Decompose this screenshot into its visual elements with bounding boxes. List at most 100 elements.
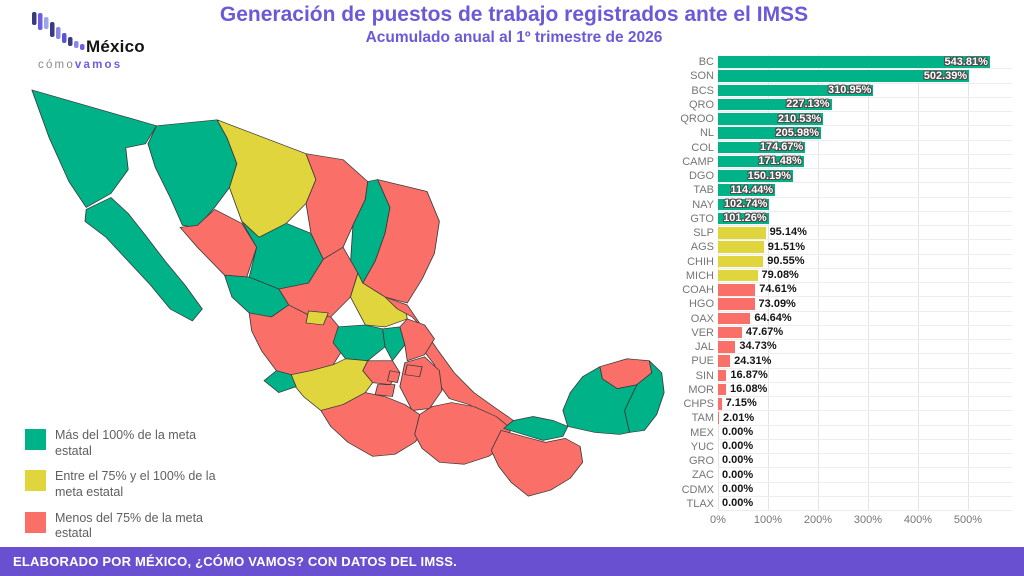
bar-value-label: 64.64% <box>754 311 792 324</box>
bar-value-label: 74.61% <box>759 283 797 296</box>
bar-row: 543.81% <box>718 55 1012 70</box>
map-state-qroo <box>624 360 665 433</box>
bar-value-label: 24.31% <box>734 354 772 367</box>
x-axis-tick: 500% <box>953 514 983 526</box>
legend-swatch-green <box>25 429 46 450</box>
bar-state-label: AGS <box>690 241 714 254</box>
bar-value-label: 205.98% <box>775 126 819 139</box>
bar-camp: 171.48% <box>718 155 804 167</box>
mexico-como-vamos-logo: México cómovamos <box>30 10 180 71</box>
bar-row: 0.00% <box>718 483 1012 497</box>
bar-state-label: DGO <box>688 170 714 182</box>
bar-row: 16.87% <box>718 369 1012 383</box>
bar-row: 90.55% <box>718 255 1012 269</box>
bar-row: 502.39% <box>718 69 1012 84</box>
legend-item-below: Menos del 75% de la meta estatal <box>25 511 245 542</box>
bar-state-label: COL <box>691 141 714 154</box>
bar-value-label: 16.87% <box>730 368 768 381</box>
bar-plot-area: 543.81% 502.39% 310.95% 227.13% 210.53% 205.9… <box>718 55 1012 511</box>
bar-value-label: 502.39% <box>923 69 968 82</box>
bar-value-label: 95.14% <box>769 226 807 239</box>
footer-bar: ELABORADO POR MÉXICO, ¿CÓMO VAMOS? CON D… <box>0 547 1024 576</box>
bar-state-label: TAB <box>693 184 714 197</box>
bar-value-label: 34.73% <box>739 340 777 353</box>
bar-dgo: 150.19% <box>718 169 794 182</box>
bar-row: 91.51% <box>718 240 1012 255</box>
map-state-gto <box>332 324 386 362</box>
bar-state-label: PUE <box>691 355 714 368</box>
bar-state-label: GRO <box>688 455 714 467</box>
bar-sin <box>718 369 727 381</box>
bar-value-label: 7.15% <box>725 397 757 410</box>
bar-value-label: 73.09% <box>758 297 796 310</box>
bar-value-label: 150.19% <box>747 169 792 182</box>
legend-label: Más del 100% de la meta estatal <box>55 428 197 458</box>
bar-coah <box>718 284 756 296</box>
bar-ver <box>718 326 742 339</box>
map-state-bc <box>31 89 158 208</box>
bar-value-label: 0.00% <box>722 482 754 495</box>
bar-chps <box>718 398 722 410</box>
state-bar-chart: BC SON BCS QRO QROO NL COL CAMP DGO TAB NAY GTO SLP A… <box>658 55 1018 535</box>
bar-value-label: 114.44% <box>730 183 774 196</box>
bar-state-label: GTO <box>690 212 714 225</box>
bar-row: 310.95% <box>718 84 1012 98</box>
bar-value-label: 79.08% <box>761 269 799 282</box>
map-state-bcs <box>84 197 203 322</box>
bar-row: 95.14% <box>718 226 1012 241</box>
bar-son: 502.39% <box>718 69 970 82</box>
bar-value-label: 210.53% <box>777 112 822 125</box>
bar-oax <box>718 312 751 324</box>
logo-brand-text: México <box>86 37 145 56</box>
bar-mor <box>718 383 727 396</box>
gridline <box>818 55 819 511</box>
gridline <box>868 55 869 511</box>
bar-row: 79.08% <box>718 269 1012 283</box>
bar-nay: 102.74% <box>718 198 770 210</box>
page-title: Generación de puestos de trabajo registr… <box>219 3 809 26</box>
x-axis-tick: 300% <box>853 514 883 526</box>
gridline <box>918 55 919 511</box>
bar-qro: 227.13% <box>718 98 832 110</box>
bar-state-label: JAL <box>695 341 714 353</box>
bar-row: 0.00% <box>718 440 1012 454</box>
bar-state-label: CAMP <box>682 155 714 168</box>
bar-state-label: SLP <box>693 227 714 239</box>
bar-nl: 205.98% <box>718 127 821 139</box>
map-state-col <box>263 370 297 393</box>
gridline <box>718 55 719 511</box>
bar-state-label: MEX <box>690 426 714 439</box>
bar-value-label: 0.00% <box>722 425 754 438</box>
bar-slp <box>718 227 766 239</box>
bar-tab: 114.44% <box>718 183 776 196</box>
x-axis-tick: 200% <box>803 514 833 526</box>
x-axis-tick: 100% <box>753 514 783 526</box>
bar-value-label: 0.00% <box>722 497 754 510</box>
bar-rows: 543.81% 502.39% 310.95% 227.13% 210.53% 205.9… <box>718 55 1012 511</box>
bar-row: 64.64% <box>718 312 1012 326</box>
bar-state-label: CHIH <box>687 255 714 268</box>
bar-row: 102.74% <box>718 198 1012 212</box>
map-state-tlax <box>404 364 423 378</box>
legend-swatch-yellow <box>25 470 46 492</box>
bar-bcs: 310.95% <box>718 84 874 96</box>
bar-row: 74.61% <box>718 283 1012 298</box>
bar-state-label: ZAC <box>692 469 714 482</box>
bar-row: 7.15% <box>718 397 1012 412</box>
legend-label: Entre el 75% y el 100% de la meta estata… <box>55 469 216 499</box>
bar-state-label: TAM <box>691 412 714 425</box>
bar-pue <box>718 355 731 367</box>
map-state-ags <box>305 310 329 326</box>
bar-gto: 101.26% <box>718 212 769 224</box>
bar-row: 205.98% <box>718 126 1012 141</box>
bar-chart-logo-icon <box>30 10 92 61</box>
bar-value-label: 91.51% <box>767 240 806 253</box>
bar-state-label: TLAX <box>686 497 714 510</box>
bar-state-label: SIN <box>695 369 714 382</box>
bar-state-label: NAY <box>692 198 714 211</box>
bar-chih <box>718 255 764 267</box>
gridline <box>968 55 969 511</box>
logo-tagline: cómovamos <box>38 59 123 71</box>
map-legend: Más del 100% de la meta estatal Entre el… <box>25 428 245 542</box>
bar-state-label: COAH <box>682 284 714 296</box>
